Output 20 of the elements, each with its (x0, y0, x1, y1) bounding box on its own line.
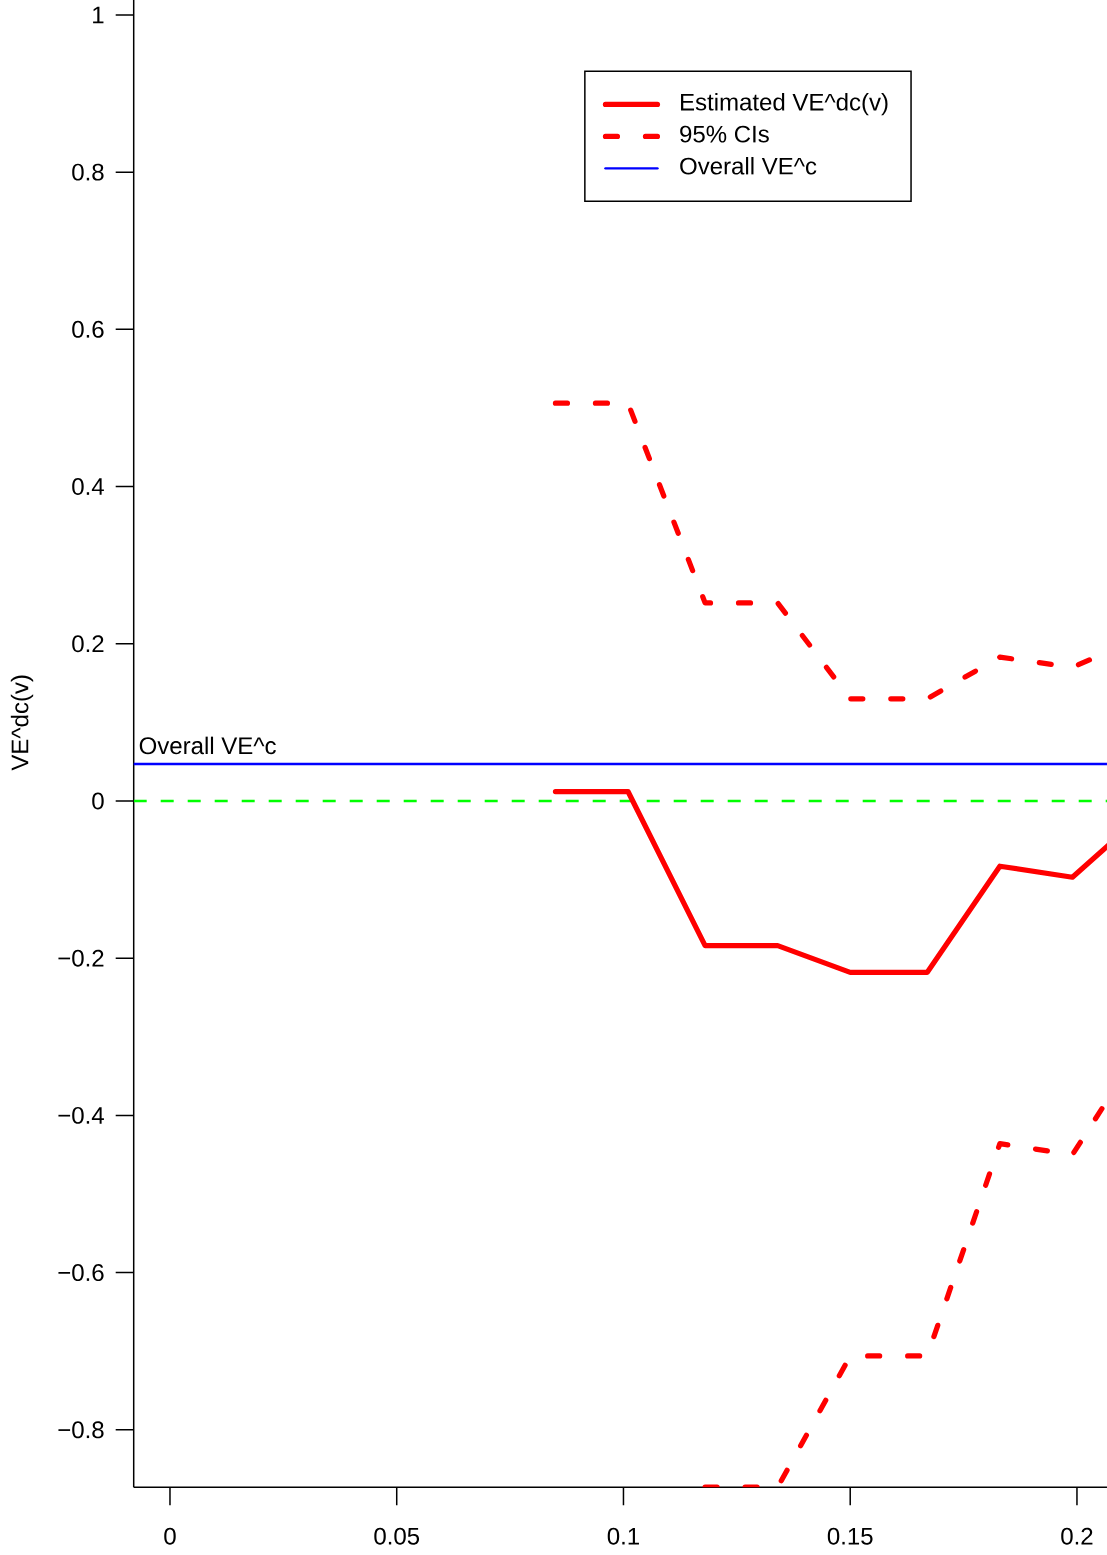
y-tick-label: −0.8 (58, 1421, 104, 1439)
x-tick-label: 0.05 (374, 1527, 420, 1545)
legend-label: Estimated VE^dc(v) (681, 93, 888, 116)
legend-label: 95% CIs (680, 125, 769, 143)
annotation: Overall VE^c (139, 736, 276, 755)
x-tick-label: 0.1 (607, 1527, 639, 1545)
y-axis-title: VE^dc(v) (10, 675, 34, 771)
y-tick-label: 0.2 (72, 635, 104, 653)
y-tick-label: −0.6 (58, 1264, 104, 1282)
y-tick-label: −0.4 (58, 1106, 104, 1124)
x-tick-label: 0 (164, 1527, 176, 1545)
y-tick-label: −0.2 (58, 949, 104, 967)
x-tick-label: 0.15 (827, 1527, 873, 1545)
y-tick-label: 0 (92, 792, 104, 810)
y-tick-label: 0.8 (72, 163, 104, 181)
x-tick-label: 0.2 (1061, 1527, 1093, 1545)
y-tick-label: 0.4 (72, 478, 104, 496)
y-tick-label: 0.6 (72, 320, 104, 338)
legend-label: Overall VE^c (680, 157, 817, 175)
y-tick-label: 1 (93, 6, 104, 24)
